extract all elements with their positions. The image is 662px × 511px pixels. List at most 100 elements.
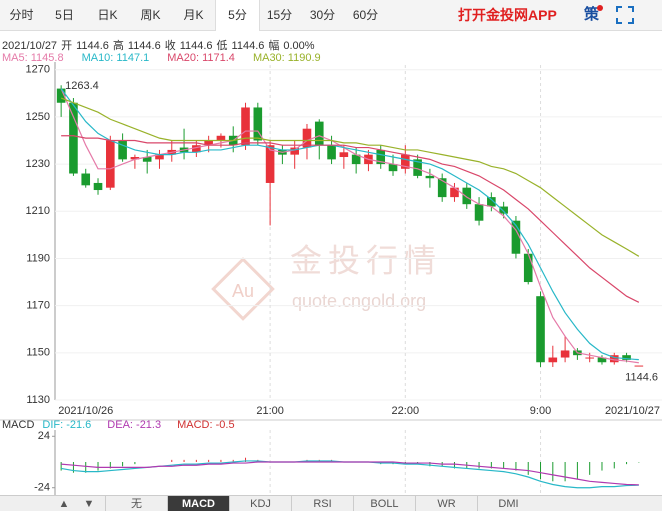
- y-tick-label: 1150: [26, 347, 50, 359]
- candle-body: [327, 145, 336, 160]
- ma-line: [60, 88, 639, 364]
- candle-body: [487, 197, 496, 207]
- watermark-logo: Au: [211, 257, 275, 321]
- candle-body: [425, 175, 435, 179]
- x-tick-label: 21:00: [256, 405, 284, 417]
- candle-body: [609, 355, 619, 363]
- candle-body: [511, 220, 521, 254]
- candle-body: [523, 253, 533, 283]
- indicator-tab[interactable]: BOLL: [353, 496, 415, 511]
- candle-body: [314, 121, 324, 146]
- candle-body: [142, 157, 152, 162]
- period-tab[interactable]: 日K: [97, 8, 118, 22]
- x-tick-label: 22:00: [392, 405, 420, 417]
- ma-line: [61, 135, 640, 303]
- quote-value: 1144.6: [179, 40, 213, 52]
- ma-line: [60, 88, 639, 361]
- candle-body: [204, 140, 213, 146]
- candle-body: [241, 107, 250, 146]
- chart: Au 金投行情 quote.cngold.org 1270 1250 1230 121…: [0, 62, 662, 495]
- candle-body: [499, 206, 508, 214]
- macd-line: [61, 461, 639, 486]
- candle-body: [302, 128, 312, 148]
- watermark-brand: 金投行情: [290, 242, 442, 278]
- candle-body: [351, 154, 361, 165]
- indicator-tab[interactable]: KDJ: [229, 496, 291, 511]
- period-tab[interactable]: 周K: [140, 8, 161, 22]
- logo-frame: [211, 257, 275, 321]
- x-tick-label: 9:00: [530, 405, 551, 417]
- strategy-button[interactable]: 策: [584, 6, 600, 23]
- indicator-tab[interactable]: DMI: [477, 496, 539, 511]
- candle-body: [253, 107, 263, 141]
- legend-entry: MACD: -0.5: [177, 419, 235, 431]
- x-tick-label: 2021/10/26: [58, 405, 113, 417]
- candle-body: [69, 102, 78, 174]
- x-tick-label: 2021/10/27: [605, 405, 660, 417]
- candle-body: [437, 178, 447, 198]
- candle-body: [597, 357, 607, 363]
- candle-body: [462, 187, 472, 205]
- legend-entry: MA5: 1145.8: [2, 52, 64, 64]
- quote-label: 收: [164, 40, 176, 52]
- y-tick-label: 1190: [26, 252, 50, 264]
- candle-body: [56, 88, 66, 103]
- candle-body: [192, 145, 201, 153]
- y-tick-label: 1270: [26, 64, 50, 76]
- period-tab[interactable]: 60分: [352, 8, 379, 22]
- ma-legend: MA5: 1145.8 MA10: 1147.1 MA20: 1171.4 MA30:…: [2, 52, 339, 64]
- legend-entry: MA30: 1190.9: [252, 52, 321, 64]
- candle-body: [474, 204, 484, 221]
- quote-value: 1144.6: [76, 40, 109, 52]
- candle-body: [118, 140, 127, 160]
- indicator-tab[interactable]: MACD: [167, 496, 229, 511]
- period-tab[interactable]: 5日: [55, 8, 74, 22]
- scroll-arrow[interactable]: ▲: [58, 498, 70, 510]
- fullscreen-button[interactable]: [616, 6, 634, 24]
- period-tabs: 打开金投网APP 策 分时 5日 日K 周K 月K 5分 15分 30分 60分: [0, 0, 662, 31]
- candle-body: [265, 145, 275, 183]
- app-link[interactable]: 打开金投网APP: [458, 7, 557, 23]
- quote-label: 幅: [268, 40, 280, 52]
- candle-body: [106, 140, 115, 188]
- candle-body: [585, 357, 594, 359]
- quote-value: 0.00%: [283, 40, 315, 52]
- period-tab[interactable]: 分时: [9, 8, 34, 22]
- quote-value: 1144.6: [127, 40, 161, 52]
- macd-legend: MACD DIF: -21.6 DEA: -21.3 MACD: -0.5: [2, 419, 239, 431]
- candle-body: [216, 135, 226, 141]
- y-tick-label: -24: [34, 482, 50, 494]
- max-label: 1263.4: [65, 80, 99, 92]
- quote-date: 2021/10/27: [2, 40, 58, 52]
- indicator-tab[interactable]: RSI: [291, 496, 353, 511]
- period-tab[interactable]: 月K: [183, 8, 204, 22]
- indicator-tab[interactable]: WR: [415, 496, 477, 511]
- quote-value: 1144.6: [231, 40, 265, 52]
- y-tick-label: 1170: [26, 300, 50, 312]
- ma-line: [60, 97, 640, 257]
- indicator-tab[interactable]: 无: [105, 496, 167, 511]
- candle-body: [560, 350, 570, 358]
- candle-body: [388, 164, 398, 172]
- candle-body: [413, 159, 422, 176]
- scroll-arrow[interactable]: ▼: [83, 498, 95, 510]
- quote-label: 低: [216, 40, 228, 52]
- y-tick-label: 24: [38, 430, 50, 442]
- period-tab[interactable]: 5分: [215, 0, 260, 31]
- notification-dot: [597, 5, 603, 11]
- last-label: 1144.6: [625, 371, 658, 383]
- legend-entry: MA10: 1147.1: [81, 52, 150, 64]
- candle-body: [622, 355, 631, 360]
- indicator-tabs: ▲ ▼ 无 MACD KDJ RSI BOLL WR DMI: [0, 495, 662, 511]
- macd-title: MACD: [2, 419, 35, 431]
- legend-entry: MA20: 1171.4: [167, 52, 235, 64]
- period-tab[interactable]: 30分: [309, 8, 336, 22]
- candle-body: [634, 365, 644, 367]
- quote-info: 2021/10/27 开 1144.6 高 1144.6 收 1144.6 低 1144.6 幅 0…: [2, 37, 319, 53]
- y-tick-label: 1250: [26, 111, 50, 123]
- period-tab[interactable]: 15分: [266, 8, 293, 22]
- y-tick-label: 1230: [26, 158, 50, 170]
- legend-entry: DIF: -21.6: [42, 419, 92, 431]
- candle-body: [536, 296, 545, 363]
